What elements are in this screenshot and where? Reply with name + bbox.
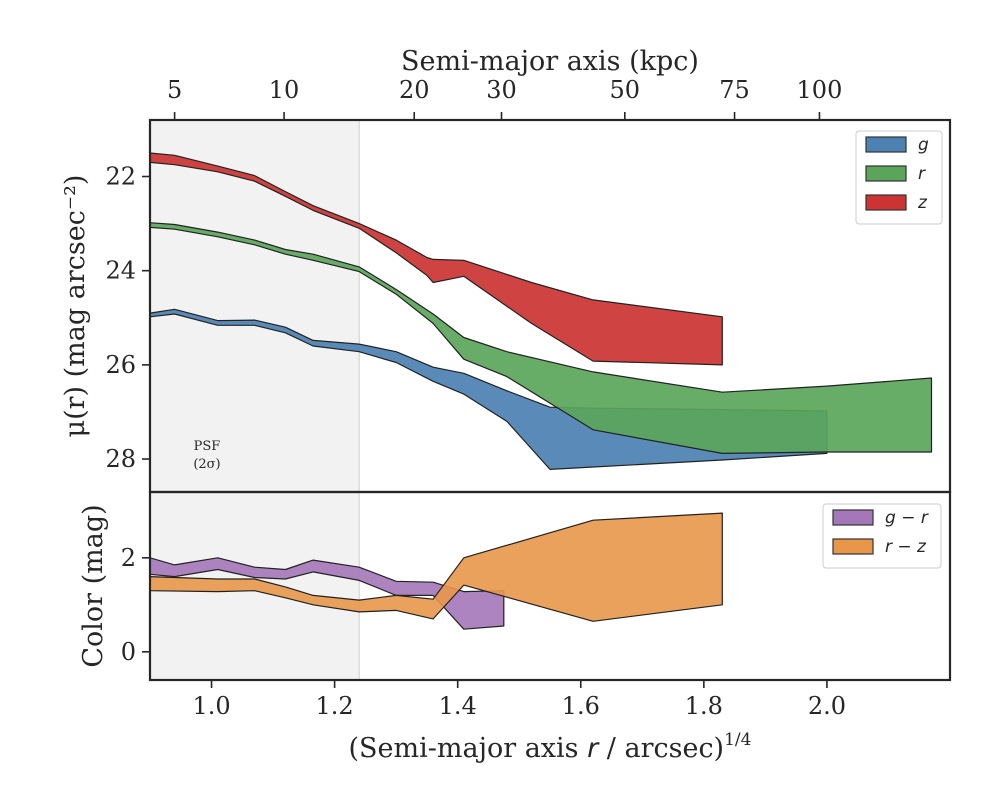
- legend-label: r: [918, 164, 926, 184]
- legend-label: r − z: [885, 537, 927, 557]
- y-tick-label: 24: [105, 257, 136, 285]
- psf-annotation-line: PSF: [194, 439, 221, 454]
- color-y-tick-label: 2: [121, 544, 136, 572]
- psf-annotation-line: (2σ): [193, 457, 220, 472]
- x-tick-label: 2.0: [808, 692, 846, 720]
- color-profile-bands: [150, 512, 723, 630]
- band-rz: [150, 512, 723, 622]
- band-z: [150, 152, 723, 366]
- xlabel-main: (Semi-major axis: [349, 733, 588, 764]
- xlabel-var: r: [587, 733, 600, 764]
- top-x-tick-label: 100: [797, 76, 843, 104]
- top-x-tick-label: 20: [399, 76, 430, 104]
- y-tick-label: 26: [105, 351, 136, 379]
- legend-swatch: [865, 136, 907, 153]
- x-tick-label: 1.4: [439, 692, 477, 720]
- top-x-tick-label: 75: [719, 76, 750, 104]
- xlabel-sup: 1/4: [724, 730, 751, 750]
- legend-swatch: [865, 165, 907, 182]
- legend-label: z: [917, 193, 928, 213]
- top-x-tick-label: 30: [486, 76, 517, 104]
- legend-label: g − r: [885, 508, 929, 528]
- psf-annotation: PSF (2σ): [193, 439, 220, 472]
- x-tick-label: 1.0: [192, 692, 230, 720]
- bottom-panel-frame: [148, 490, 952, 682]
- legend-swatch: [832, 538, 874, 555]
- top-x-tick-label: 10: [269, 76, 300, 104]
- y-tick-label: 22: [105, 163, 136, 191]
- xlabel-rest: / arcsec): [598, 733, 724, 764]
- top-x-tick-label: 5: [167, 76, 182, 104]
- y-tick-label: 28: [105, 445, 136, 473]
- psf-region-group: [150, 120, 360, 680]
- color-y-tick-label: 0: [121, 638, 136, 666]
- legend-label: g: [918, 135, 929, 155]
- band-r: [150, 222, 933, 454]
- band-gr: [150, 557, 505, 630]
- tick-group: 1.0 1.2 1.4 1.6 1.8 2.05 10 20 30 50 75 10022242628…: [105, 76, 846, 720]
- top-y-axis-title: μ(r) (mag arcsec⁻²): [60, 175, 91, 438]
- x-tick-label: 1.2: [316, 692, 354, 720]
- x-tick-label: 1.8: [685, 692, 723, 720]
- top-x-tick-label: 50: [610, 76, 641, 104]
- legend-swatch: [865, 194, 907, 211]
- surface-brightness-bands: [150, 152, 933, 470]
- legend-swatch: [832, 509, 874, 526]
- x-tick-label: 1.6: [562, 692, 600, 720]
- psf-shaded-region: [150, 120, 360, 680]
- bottom-y-axis-title: Color (mag): [78, 504, 109, 667]
- top-axis-title: Semi-major axis (kpc): [401, 46, 699, 77]
- bottom-legend: g − r r − z: [822, 503, 942, 569]
- bottom-x-axis-title: (Semi-major axis r / arcsec)1/4: [349, 730, 752, 764]
- top-legend: grz: [855, 130, 943, 225]
